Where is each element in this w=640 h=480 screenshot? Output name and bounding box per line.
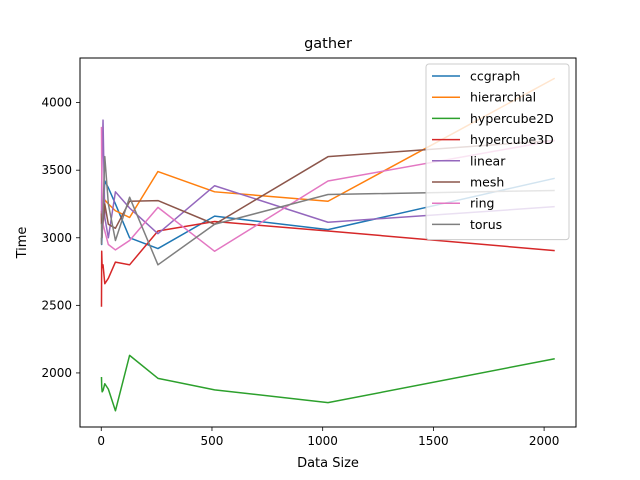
legend: ccgraph hierarchial hypercube2D hypercube3D… bbox=[425, 63, 570, 241]
y-axis-label: Time bbox=[15, 227, 30, 260]
legend-label-mesh: mesh bbox=[470, 175, 504, 190]
series-layer bbox=[100, 77, 556, 412]
legend-label-torus: torus bbox=[470, 217, 502, 232]
legend-label-hypercube3D: hypercube3D bbox=[470, 132, 554, 147]
x-tick-label: 500 bbox=[201, 434, 224, 448]
series-line-hypercube3D bbox=[100, 220, 555, 307]
legend-box bbox=[425, 63, 570, 241]
x-axis: 0 500 1000 1500 2000 bbox=[97, 427, 559, 448]
y-tick-label: 3500 bbox=[41, 163, 72, 177]
plot-frame bbox=[79, 57, 577, 428]
series-line-torus bbox=[100, 155, 555, 266]
y-tick-label: 3000 bbox=[41, 231, 72, 245]
legend-label-linear: linear bbox=[470, 153, 506, 168]
legend-label-hypercube2D: hypercube2D bbox=[470, 111, 554, 126]
x-tick-label: 0 bbox=[97, 434, 105, 448]
legend-label-ring: ring bbox=[470, 196, 494, 211]
legend-label-hierarchial: hierarchial bbox=[470, 90, 536, 105]
y-axis: 2000 2500 3000 3500 4000 bbox=[41, 96, 80, 380]
y-tick-label: 2500 bbox=[41, 298, 72, 312]
y-tick-label: 4000 bbox=[41, 96, 72, 110]
x-axis-label: Data Size bbox=[297, 456, 359, 471]
legend-label-ccgraph: ccgraph bbox=[470, 69, 520, 84]
series-line-ring bbox=[100, 126, 555, 253]
y-tick-label: 2000 bbox=[41, 366, 72, 380]
x-tick-label: 1000 bbox=[307, 434, 338, 448]
chart-title: gather bbox=[304, 36, 352, 52]
x-tick-label: 2000 bbox=[529, 434, 560, 448]
series-line-hypercube2D bbox=[100, 354, 555, 412]
x-tick-label: 1500 bbox=[418, 434, 449, 448]
